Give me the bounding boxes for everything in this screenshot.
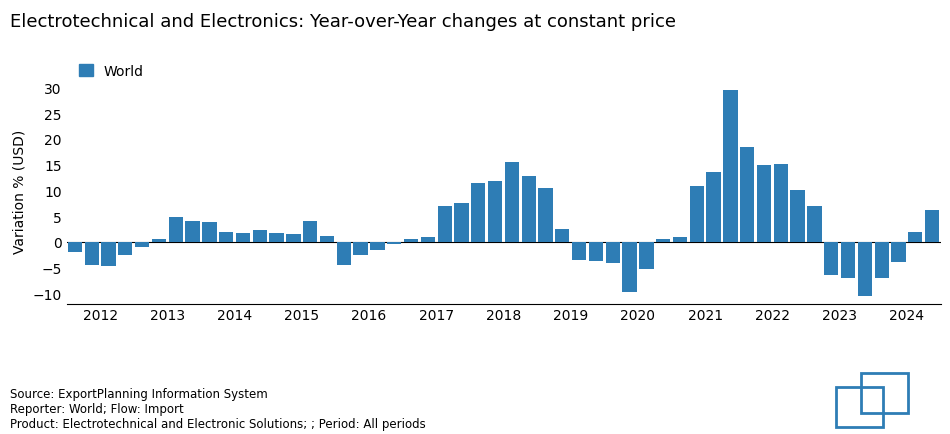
Bar (773, 164, 788, 242)
Bar (757, 165, 771, 242)
Bar (605, 242, 620, 264)
Bar (875, 242, 889, 278)
Text: Electrotechnical and Electronics: Year-over-Year changes at constant price: Electrotechnical and Electronics: Year-o… (10, 13, 675, 31)
Bar (438, 206, 452, 242)
Bar (202, 223, 217, 242)
Bar (404, 240, 418, 242)
Bar (925, 210, 940, 242)
Bar (454, 204, 468, 242)
Bar (622, 242, 636, 293)
Bar (370, 242, 385, 250)
Bar (135, 242, 149, 247)
Bar (336, 242, 351, 265)
Bar (303, 222, 317, 242)
Bar (740, 148, 754, 242)
Bar (152, 240, 166, 242)
Bar (67, 242, 82, 253)
Bar (320, 236, 334, 242)
Bar (673, 237, 687, 242)
Bar (589, 242, 603, 262)
Bar (723, 91, 737, 242)
Y-axis label: Variation % (USD): Variation % (USD) (13, 129, 27, 253)
Bar (572, 242, 586, 260)
Bar (236, 233, 250, 242)
Bar (85, 242, 99, 265)
Bar (707, 173, 721, 242)
Text: Source: ExportPlanning Information System
Reporter: World; Flow: Import
Product:: Source: ExportPlanning Information Syste… (10, 387, 426, 430)
Bar (522, 177, 536, 242)
Bar (790, 191, 805, 242)
Bar (168, 217, 183, 242)
Bar (118, 242, 132, 255)
Bar (488, 182, 503, 242)
Bar (286, 234, 300, 242)
Bar (808, 206, 822, 242)
Bar (253, 231, 267, 242)
Bar (185, 222, 200, 242)
Bar (639, 242, 654, 269)
Bar (690, 187, 704, 242)
Bar (824, 242, 839, 276)
Bar (471, 183, 485, 242)
Legend: World: World (73, 59, 149, 84)
Bar (219, 232, 234, 242)
Bar (555, 230, 569, 242)
Bar (504, 163, 519, 242)
Bar (102, 242, 116, 267)
Bar (836, 387, 883, 427)
Bar (841, 242, 855, 278)
Bar (891, 242, 905, 263)
Bar (861, 373, 908, 413)
Bar (421, 237, 435, 242)
Bar (539, 188, 553, 242)
Bar (353, 242, 368, 255)
Bar (858, 242, 872, 296)
Bar (908, 232, 922, 242)
Bar (270, 233, 284, 242)
Bar (656, 240, 671, 242)
Bar (387, 242, 402, 245)
